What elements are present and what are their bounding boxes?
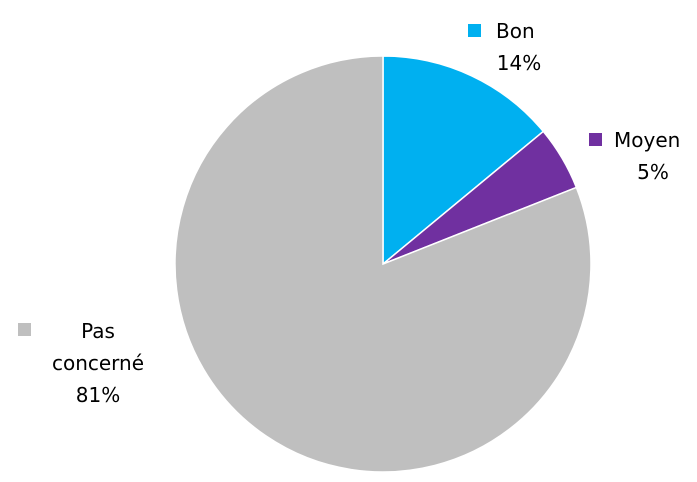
label-bon: Bon 14% [468,19,541,75]
pie-slice-pas-concern [174,55,592,473]
label-pas-concerne: Pas concerné 81% [18,319,144,407]
legend-key-pas-concerne [18,323,31,336]
pie-slices [174,55,592,473]
legend-key-bon [468,24,481,37]
slice-label-pas-concerne-line1: Pas [81,319,115,343]
slice-label-bon: Bon [496,19,535,43]
pie-slice-bon [382,55,545,266]
slice-label-moyen: Moyen [614,128,680,152]
slice-value-pas-concerne: 81% [76,383,120,407]
slice-value-bon: 14% [497,51,541,75]
slice-value-moyen: 5% [637,160,669,184]
legend-key-moyen [589,133,602,146]
label-moyen: Moyen 5% [589,128,680,184]
slice-label-pas-concerne-line2: concerné [52,351,144,375]
